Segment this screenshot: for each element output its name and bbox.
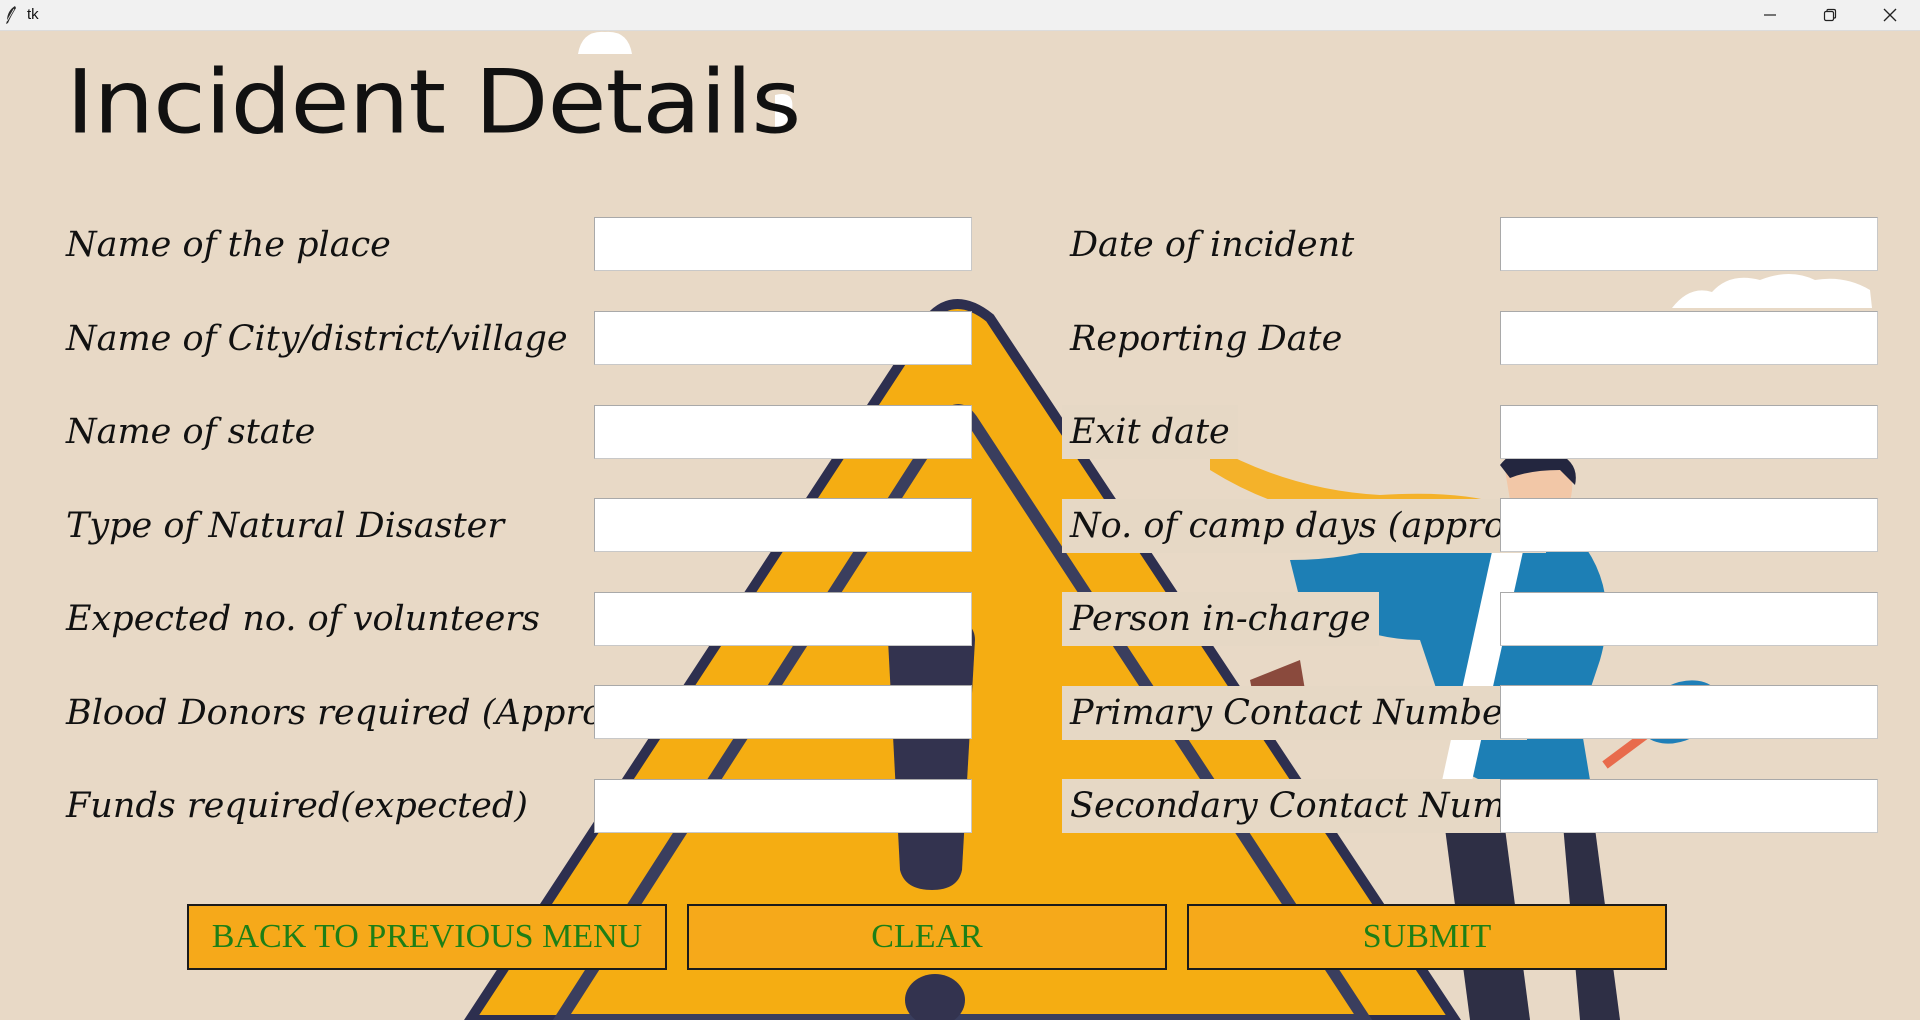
page-title: Incident Details [66, 50, 801, 154]
label-primary-contact: Primary Contact Number [1062, 686, 1528, 740]
cloud-shape [775, 94, 793, 128]
state-name-input[interactable] [594, 405, 972, 459]
cloud-shape [578, 31, 632, 54]
expected-volunteers-input[interactable] [594, 592, 972, 646]
close-button[interactable] [1860, 0, 1920, 30]
label-disaster-type: Type of Natural Disaster [66, 506, 505, 546]
label-camp-days: No. of camp days (approx) [1062, 499, 1547, 553]
secondary-contact-input[interactable] [1500, 779, 1878, 833]
label-blood-donors: Blood Donors required (Approx) [66, 693, 637, 733]
camp-days-input[interactable] [1500, 498, 1878, 552]
incident-date-input[interactable] [1500, 217, 1878, 271]
label-person-in-charge: Person in-charge [1062, 592, 1379, 646]
title-bar: tk [0, 0, 1920, 31]
exit-date-input[interactable] [1500, 405, 1878, 459]
back-to-previous-menu-button[interactable]: BACK TO PREVIOUS MENU [187, 904, 667, 970]
minimize-button[interactable] [1740, 0, 1800, 30]
disaster-type-input[interactable] [594, 498, 972, 552]
restore-icon [1823, 8, 1837, 22]
close-icon [1883, 8, 1897, 22]
exclamation-dot [905, 974, 965, 1020]
city-district-village-input[interactable] [594, 311, 972, 365]
label-state-name: Name of state [66, 412, 316, 452]
exclamation-bar [888, 615, 975, 890]
label-exit-date: Exit date [1062, 405, 1238, 459]
label-funds-required: Funds required(expected) [66, 786, 528, 826]
window-title: tk [27, 6, 39, 23]
clear-button[interactable]: CLEAR [687, 904, 1167, 970]
cloud-shape [1672, 274, 1872, 308]
reporting-date-input[interactable] [1500, 311, 1878, 365]
label-reporting-date: Reporting Date [1070, 319, 1343, 359]
primary-contact-input[interactable] [1500, 685, 1878, 739]
label-incident-date: Date of incident [1070, 225, 1355, 265]
feather-icon [6, 6, 16, 24]
minimize-icon [1764, 14, 1776, 16]
label-expected-volunteers: Expected no. of volunteers [66, 599, 541, 639]
place-name-input[interactable] [594, 217, 972, 271]
label-secondary-contact: Secondary Contact Number [1062, 779, 1574, 833]
funds-required-input[interactable] [594, 779, 972, 833]
restore-button[interactable] [1800, 0, 1860, 30]
submit-button[interactable]: SUBMIT [1187, 904, 1667, 970]
label-city-district-village: Name of City/district/village [66, 319, 568, 359]
label-place-name: Name of the place [66, 225, 391, 265]
blood-donors-input[interactable] [594, 685, 972, 739]
person-in-charge-input[interactable] [1500, 592, 1878, 646]
